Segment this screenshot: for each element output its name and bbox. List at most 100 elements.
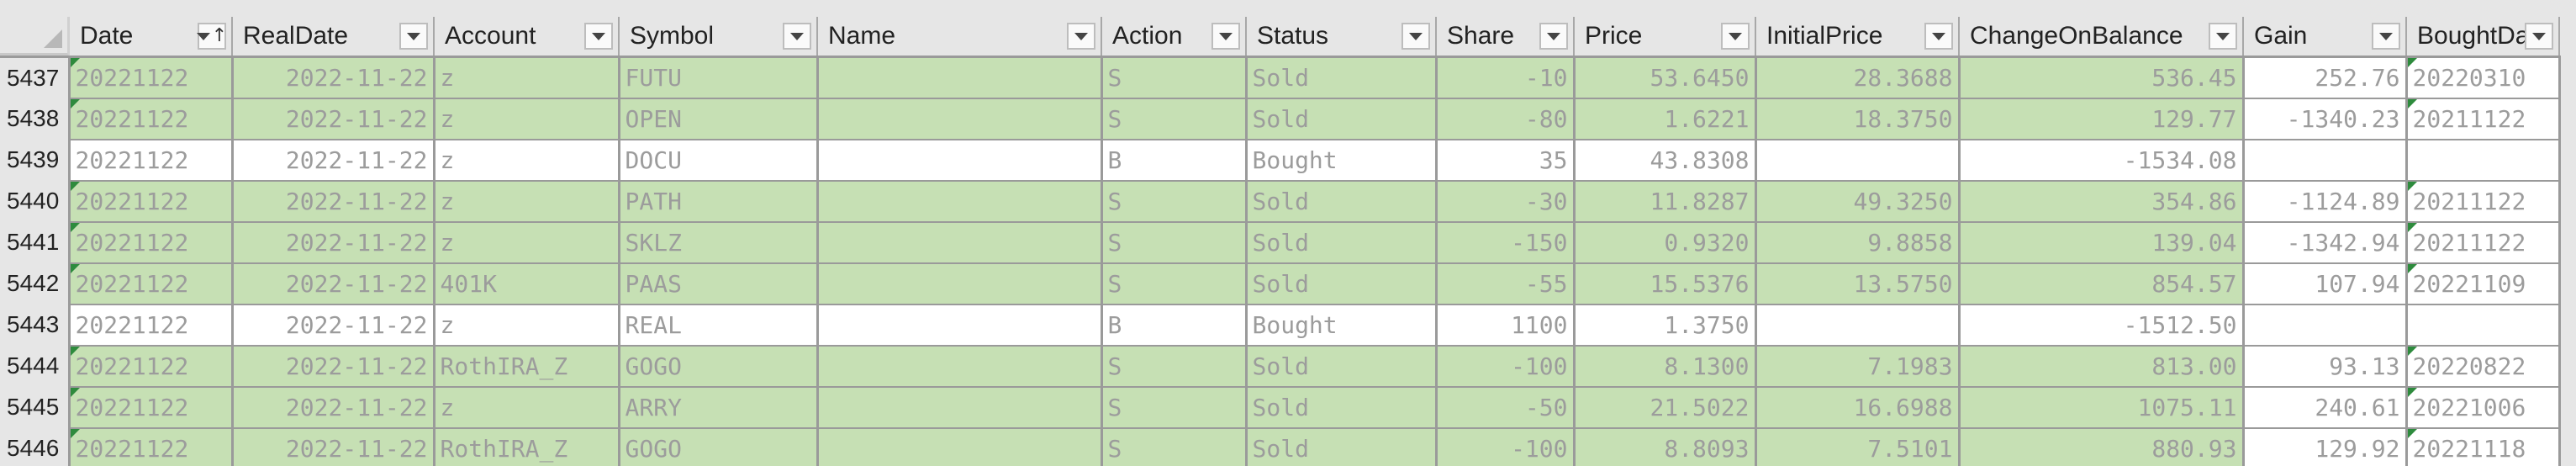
cell-gain[interactable] <box>2241 303 2408 347</box>
cell-changeonbalance[interactable]: 880.93 <box>1957 426 2245 466</box>
cell-price[interactable]: 53.6450 <box>1572 56 1757 99</box>
cell-date[interactable]: 20221122 <box>67 138 234 182</box>
cell-account[interactable]: z <box>432 385 620 429</box>
column-header-name[interactable]: Name <box>817 17 1102 58</box>
cell-status[interactable]: Sold <box>1244 56 1438 99</box>
filter-dropdown-button[interactable] <box>1401 23 1430 50</box>
filter-dropdown-button[interactable] <box>1067 23 1095 50</box>
cell-action[interactable]: S <box>1100 426 1248 466</box>
cell-gain[interactable]: -1124.89 <box>2241 179 2408 223</box>
cell-name[interactable] <box>816 97 1103 140</box>
cell-status[interactable]: Sold <box>1244 220 1438 264</box>
cell-realdate[interactable]: 2022-11-22 <box>230 344 435 388</box>
cell-date[interactable]: 20221122 <box>67 179 234 223</box>
column-header-share[interactable]: Share <box>1436 17 1575 58</box>
cell-realdate[interactable]: 2022-11-22 <box>230 262 435 305</box>
cell-symbol[interactable]: FUTU <box>617 56 819 99</box>
cell-account[interactable]: z <box>432 97 620 140</box>
cell-symbol[interactable]: PAAS <box>617 262 819 305</box>
cell-action[interactable]: S <box>1100 179 1248 223</box>
cell-date[interactable]: 20221122 <box>67 97 234 140</box>
cell-initialprice[interactable]: 28.3688 <box>1754 56 1961 99</box>
cell-initialprice[interactable]: 13.5750 <box>1754 262 1961 305</box>
cell-initialprice[interactable] <box>1754 303 1961 347</box>
filter-dropdown-button[interactable] <box>1539 23 1568 50</box>
cell-initialprice[interactable]: 18.3750 <box>1754 97 1961 140</box>
row-number[interactable]: 5439 <box>0 139 70 181</box>
cell-changeonbalance[interactable]: -1512.50 <box>1957 303 2245 347</box>
cell-price[interactable]: 8.8093 <box>1572 426 1757 466</box>
filter-dropdown-button[interactable] <box>2209 23 2237 50</box>
cell-name[interactable] <box>816 344 1103 388</box>
cell-share[interactable]: -50 <box>1434 385 1576 429</box>
cell-boughtdat[interactable]: 20211122 <box>2404 220 2561 264</box>
cell-changeonbalance[interactable]: 813.00 <box>1957 344 2245 388</box>
cell-share[interactable]: -150 <box>1434 220 1576 264</box>
cell-changeonbalance[interactable]: -1534.08 <box>1957 138 2245 182</box>
cell-share[interactable]: 1100 <box>1434 303 1576 347</box>
cell-changeonbalance[interactable]: 536.45 <box>1957 56 2245 99</box>
select-all-corner[interactable] <box>0 17 69 56</box>
cell-price[interactable]: 8.1300 <box>1572 344 1757 388</box>
column-header-initialprice[interactable]: InitialPrice <box>1755 17 1960 58</box>
cell-symbol[interactable]: ARRY <box>617 385 819 429</box>
cell-symbol[interactable]: DOCU <box>617 138 819 182</box>
column-header-date[interactable]: Date ↑ <box>69 17 233 58</box>
filter-dropdown-button[interactable] <box>1924 23 1953 50</box>
cell-changeonbalance[interactable]: 1075.11 <box>1957 385 2245 429</box>
cell-action[interactable]: S <box>1100 344 1248 388</box>
cell-share[interactable]: 35 <box>1434 138 1576 182</box>
cell-status[interactable]: Sold <box>1244 262 1438 305</box>
cell-boughtdat[interactable]: 20211122 <box>2404 179 2561 223</box>
cell-status[interactable]: Bought <box>1244 138 1438 182</box>
row-number[interactable]: 5437 <box>0 56 70 98</box>
cell-realdate[interactable]: 2022-11-22 <box>230 97 435 140</box>
column-header-changeonbalance[interactable]: ChangeOnBalance <box>1959 17 2244 58</box>
filter-dropdown-button[interactable] <box>2372 23 2400 50</box>
cell-account[interactable]: 401K <box>432 262 620 305</box>
filter-dropdown-button[interactable] <box>783 23 811 50</box>
filter-dropdown-button[interactable] <box>399 23 428 50</box>
cell-status[interactable]: Sold <box>1244 179 1438 223</box>
column-header-symbol[interactable]: Symbol <box>619 17 818 58</box>
cell-share[interactable]: -10 <box>1434 56 1576 99</box>
cell-changeonbalance[interactable]: 129.77 <box>1957 97 2245 140</box>
cell-date[interactable]: 20221122 <box>67 385 234 429</box>
cell-gain[interactable] <box>2241 138 2408 182</box>
filter-dropdown-button[interactable] <box>1211 23 1240 50</box>
cell-price[interactable]: 1.6221 <box>1572 97 1757 140</box>
cell-status[interactable]: Sold <box>1244 426 1438 466</box>
cell-boughtdat[interactable] <box>2404 138 2561 182</box>
cell-account[interactable]: z <box>432 179 620 223</box>
cell-account[interactable]: z <box>432 220 620 264</box>
cell-symbol[interactable]: SKLZ <box>617 220 819 264</box>
cell-price[interactable]: 0.9320 <box>1572 220 1757 264</box>
cell-name[interactable] <box>816 426 1103 466</box>
cell-boughtdat[interactable]: 20221118 <box>2404 426 2561 466</box>
filter-dropdown-button[interactable] <box>1721 23 1750 50</box>
cell-account[interactable]: RothIRA_Z <box>432 426 620 466</box>
cell-price[interactable]: 21.5022 <box>1572 385 1757 429</box>
cell-name[interactable] <box>816 138 1103 182</box>
cell-account[interactable]: z <box>432 56 620 99</box>
cell-initialprice[interactable]: 7.1983 <box>1754 344 1961 388</box>
cell-gain[interactable]: 252.76 <box>2241 56 2408 99</box>
cell-initialprice[interactable]: 9.8858 <box>1754 220 1961 264</box>
cell-action[interactable]: S <box>1100 262 1248 305</box>
cell-symbol[interactable]: PATH <box>617 179 819 223</box>
cell-account[interactable]: z <box>432 138 620 182</box>
cell-gain[interactable]: 107.94 <box>2241 262 2408 305</box>
cell-status[interactable]: Sold <box>1244 97 1438 140</box>
cell-date[interactable]: 20221122 <box>67 344 234 388</box>
row-number[interactable]: 5438 <box>0 98 70 140</box>
cell-action[interactable]: S <box>1100 220 1248 264</box>
cell-action[interactable]: B <box>1100 138 1248 182</box>
cell-symbol[interactable]: OPEN <box>617 97 819 140</box>
cell-action[interactable]: S <box>1100 385 1248 429</box>
column-header-realdate[interactable]: RealDate <box>232 17 435 58</box>
row-number[interactable]: 5445 <box>0 386 70 428</box>
cell-gain[interactable]: 93.13 <box>2241 344 2408 388</box>
cell-name[interactable] <box>816 220 1103 264</box>
cell-gain[interactable]: -1342.94 <box>2241 220 2408 264</box>
cell-action[interactable]: S <box>1100 97 1248 140</box>
